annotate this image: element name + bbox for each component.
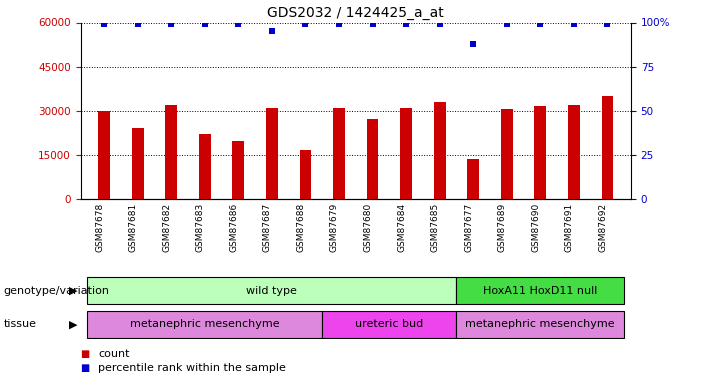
- Bar: [468, 159, 479, 199]
- Bar: [299, 150, 311, 199]
- Text: GSM87681: GSM87681: [129, 202, 137, 252]
- Text: GSM87680: GSM87680: [364, 202, 372, 252]
- Text: metanephric mesenchyme: metanephric mesenchyme: [465, 320, 615, 329]
- Bar: [601, 96, 613, 199]
- Text: GSM87685: GSM87685: [430, 202, 440, 252]
- Text: ▶: ▶: [69, 320, 77, 329]
- Title: GDS2032 / 1424425_a_at: GDS2032 / 1424425_a_at: [267, 6, 444, 20]
- Text: GSM87679: GSM87679: [330, 202, 339, 252]
- Bar: [434, 102, 446, 199]
- Bar: [132, 128, 144, 199]
- Text: metanephric mesenchyme: metanephric mesenchyme: [130, 320, 280, 329]
- Bar: [322, 311, 456, 338]
- Text: GSM87678: GSM87678: [95, 202, 104, 252]
- Bar: [233, 141, 244, 199]
- Bar: [199, 134, 210, 199]
- Text: GSM87677: GSM87677: [464, 202, 473, 252]
- Bar: [534, 106, 546, 199]
- Text: ■: ■: [81, 350, 90, 359]
- Text: GSM87684: GSM87684: [397, 202, 406, 252]
- Text: HoxA11 HoxD11 null: HoxA11 HoxD11 null: [483, 286, 597, 296]
- Text: wild type: wild type: [247, 286, 297, 296]
- Bar: [501, 109, 512, 199]
- Text: genotype/variation: genotype/variation: [4, 286, 109, 296]
- Text: GSM87683: GSM87683: [196, 202, 205, 252]
- Text: GSM87692: GSM87692: [599, 202, 607, 252]
- Text: count: count: [98, 350, 130, 359]
- Text: ■: ■: [81, 363, 90, 373]
- Text: percentile rank within the sample: percentile rank within the sample: [98, 363, 286, 373]
- Bar: [400, 108, 412, 199]
- Text: GSM87689: GSM87689: [498, 202, 507, 252]
- Text: GSM87688: GSM87688: [297, 202, 306, 252]
- Bar: [456, 311, 624, 338]
- Bar: [165, 105, 177, 199]
- Text: GSM87686: GSM87686: [229, 202, 238, 252]
- Bar: [456, 277, 624, 304]
- Text: GSM87691: GSM87691: [565, 202, 574, 252]
- Bar: [568, 105, 580, 199]
- Text: GSM87687: GSM87687: [263, 202, 272, 252]
- Bar: [88, 277, 456, 304]
- Bar: [98, 111, 110, 199]
- Text: GSM87682: GSM87682: [162, 202, 171, 252]
- Text: tissue: tissue: [4, 320, 36, 329]
- Bar: [88, 311, 322, 338]
- Text: ureteric bud: ureteric bud: [355, 320, 423, 329]
- Text: ▶: ▶: [69, 286, 77, 296]
- Bar: [266, 108, 278, 199]
- Bar: [333, 108, 345, 199]
- Bar: [367, 119, 379, 199]
- Text: GSM87690: GSM87690: [531, 202, 540, 252]
